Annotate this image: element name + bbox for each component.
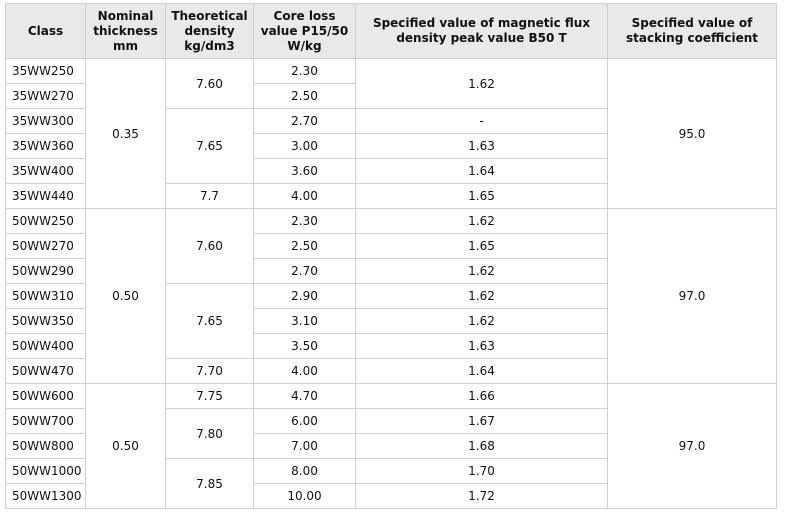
class-cell: 50WW350 [5, 308, 86, 334]
table-row: 35WW400 3.60 1.64 [5, 158, 777, 184]
header-row: Class Nominal thickness mm Theoretical d… [5, 3, 777, 59]
class-cell: 50WW800 [5, 433, 86, 459]
spec-table: Class Nominal thickness mm Theoretical d… [5, 3, 777, 509]
value-cell: 2.30 [253, 208, 356, 234]
value-cell: 1.64 [355, 358, 608, 384]
class-cell: 50WW310 [5, 283, 86, 309]
value-cell: 4.00 [253, 183, 356, 209]
class-cell: 35WW360 [5, 133, 86, 159]
table-row: 50WW700 7.80 6.00 1.67 [5, 408, 777, 459]
value-cell: 1.62 [355, 58, 608, 109]
table-body: 35WW250 0.35 7.60 2.30 1.62 95.0 35WW270 2.50 35… [5, 58, 777, 509]
value-cell: 7.80 [165, 408, 254, 459]
value-cell: 7.60 [165, 58, 254, 109]
value-cell: 7.00 [253, 433, 356, 459]
value-cell: 7.85 [165, 458, 254, 509]
value-cell: 0.50 [85, 208, 166, 384]
value-cell: 2.50 [253, 83, 356, 109]
table-row: 50WW250 0.50 7.60 2.30 1.62 97.0 [5, 208, 777, 384]
class-cell: 35WW300 [5, 108, 86, 134]
value-cell: 7.60 [165, 208, 254, 284]
value-cell: 1.68 [355, 433, 608, 459]
class-cell: 35WW250 [5, 58, 86, 84]
value-cell: 1.62 [355, 208, 608, 234]
class-cell: 50WW270 [5, 233, 86, 259]
value-cell: 1.62 [355, 258, 608, 284]
table-row: 50WW1300 10.00 1.72 [5, 483, 777, 509]
value-cell: 2.70 [253, 108, 356, 134]
table-row: 50WW800 7.00 1.68 [5, 433, 777, 459]
value-cell: 3.50 [253, 333, 356, 359]
value-cell: 1.64 [355, 158, 608, 184]
value-cell: 3.10 [253, 308, 356, 334]
value-cell: 1.70 [355, 458, 608, 484]
class-cell: 50WW1000 [5, 458, 86, 484]
value-cell: 6.00 [253, 408, 356, 434]
class-cell: 50WW290 [5, 258, 86, 284]
value-cell: 1.62 [355, 283, 608, 309]
value-cell: 7.65 [165, 108, 254, 184]
table-row: 35WW250 0.35 7.60 2.30 1.62 95.0 [5, 58, 777, 209]
value-cell: 7.75 [165, 383, 254, 409]
value-cell: 2.50 [253, 233, 356, 259]
header-cell: Class [5, 3, 86, 59]
class-cell: 35WW270 [5, 83, 86, 109]
value-cell: 1.63 [355, 333, 608, 359]
table-row: 50WW1000 7.85 8.00 1.70 [5, 458, 777, 509]
value-cell: 7.7 [165, 183, 254, 209]
class-cell: 50WW400 [5, 333, 86, 359]
value-cell: 2.70 [253, 258, 356, 284]
table-row: 50WW600 0.50 7.75 4.70 1.66 97.0 [5, 383, 777, 509]
value-cell: 4.70 [253, 383, 356, 409]
value-cell: 4.00 [253, 358, 356, 384]
class-cell: 35WW400 [5, 158, 86, 184]
header-cell: Core loss value P15/50 W/kg [253, 3, 356, 59]
table-row: 35WW360 3.00 1.63 [5, 133, 777, 159]
table-row: 50WW270 2.50 1.65 [5, 233, 777, 259]
value-cell: 1.67 [355, 408, 608, 434]
value-cell: 0.50 [85, 383, 166, 509]
value-cell: 3.00 [253, 133, 356, 159]
value-cell: 1.65 [355, 233, 608, 259]
header-cell: Nominal thickness mm [85, 3, 166, 59]
value-cell: 3.60 [253, 158, 356, 184]
class-cell: 50WW470 [5, 358, 86, 384]
header-cell: Specified value of stacking coefficient [607, 3, 777, 59]
table-row: 35WW270 2.50 [5, 83, 777, 109]
value-cell: 95.0 [607, 58, 777, 209]
value-cell: 7.70 [165, 358, 254, 384]
value-cell: 1.63 [355, 133, 608, 159]
value-cell: 2.30 [253, 58, 356, 84]
value-cell: 7.65 [165, 283, 254, 359]
class-cell: 50WW700 [5, 408, 86, 434]
value-cell: 1.72 [355, 483, 608, 509]
value-cell: 97.0 [607, 208, 777, 384]
class-cell: 50WW600 [5, 383, 86, 409]
value-cell: 2.90 [253, 283, 356, 309]
table-row: 35WW300 7.65 2.70- [5, 108, 777, 184]
value-cell: 1.62 [355, 308, 608, 334]
value-cell: 1.65 [355, 183, 608, 209]
class-cell: 35WW440 [5, 183, 86, 209]
value-cell: 8.00 [253, 458, 356, 484]
value-cell: - [355, 108, 608, 134]
class-cell: 50WW250 [5, 208, 86, 234]
header-cell: Specified value of magnetic flux density… [355, 3, 608, 59]
value-cell: 97.0 [607, 383, 777, 509]
class-cell: 50WW1300 [5, 483, 86, 509]
header-cell: Theoretical density kg/dm3 [165, 3, 254, 59]
value-cell: 1.66 [355, 383, 608, 409]
value-cell: 0.35 [85, 58, 166, 209]
value-cell: 10.00 [253, 483, 356, 509]
